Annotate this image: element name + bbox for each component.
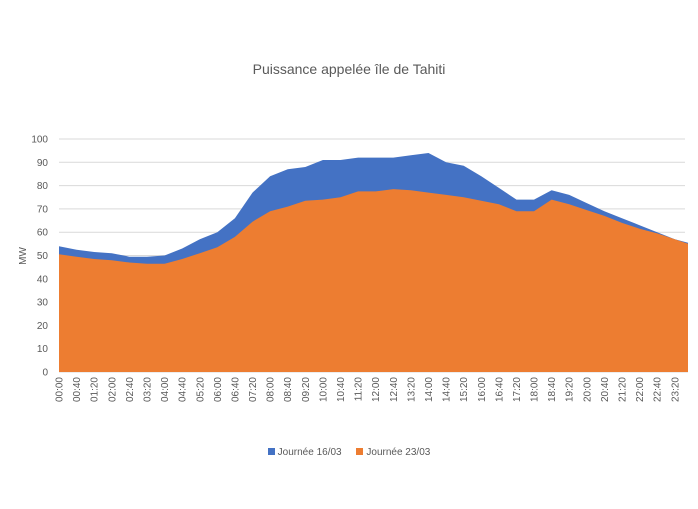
legend-swatch	[356, 448, 364, 455]
x-tick-label: 03:20	[142, 377, 153, 402]
x-tick-label: 00:40	[72, 377, 83, 402]
x-tick-label: 18:00	[530, 377, 541, 402]
x-tick-label: 21:20	[618, 377, 629, 402]
x-tick-label: 20:40	[600, 377, 611, 402]
y-tick-label: 10	[37, 344, 49, 355]
y-tick-label: 100	[31, 135, 48, 146]
y-tick-label: 80	[37, 181, 49, 192]
x-tick-label: 20:00	[582, 377, 593, 402]
x-tick-label: 13:20	[406, 377, 417, 402]
x-tick-label: 02:40	[125, 377, 136, 402]
x-tick-label: 05:20	[195, 377, 206, 402]
x-tick-label: 10:00	[318, 377, 329, 402]
y-tick-label: 90	[37, 158, 49, 169]
y-tick-label: 0	[42, 368, 48, 379]
x-tick-label: 07:20	[248, 377, 259, 402]
legend-item-23-03: Journée 23/03	[356, 447, 430, 458]
x-tick-label: 23:20	[670, 377, 681, 402]
legend-swatch	[267, 448, 275, 455]
x-tick-label: 02:00	[107, 377, 118, 402]
chart-title: Puissance appelée île de Tahiti	[252, 61, 446, 77]
legend-label: Journée 16/03	[277, 447, 342, 458]
x-tick-label: 08:00	[266, 377, 277, 402]
x-tick-label: 16:40	[494, 377, 505, 402]
x-tick-label: 14:40	[442, 377, 453, 402]
legend-label: Journée 23/03	[366, 447, 431, 458]
y-tick-label: 50	[37, 251, 49, 262]
x-tick-label: 04:40	[178, 377, 189, 402]
x-tick-label: 12:00	[371, 377, 382, 402]
x-tick-label: 19:20	[565, 377, 576, 402]
x-tick-label: 08:40	[283, 377, 294, 402]
y-tick-label: 40	[37, 274, 49, 285]
x-tick-label: 06:40	[230, 377, 241, 402]
x-tick-label: 22:00	[635, 377, 646, 402]
y-axis-label: MW	[18, 247, 29, 265]
y-tick-label: 30	[37, 298, 49, 309]
series-area-1	[59, 189, 688, 372]
y-tick-label: 20	[37, 321, 49, 332]
x-tick-label: 06:00	[213, 377, 224, 402]
x-tick-label: 14:00	[424, 377, 435, 402]
x-tick-label: 22:40	[653, 377, 664, 402]
x-tick-label: 15:20	[459, 377, 470, 402]
x-tick-label: 11:20	[354, 377, 365, 402]
x-tick-label: 04:00	[160, 377, 171, 402]
legend: Journée 16/03 Journée 23/03	[0, 447, 698, 458]
x-tick-label: 12:40	[389, 377, 400, 402]
x-tick-label: 18:40	[547, 377, 558, 402]
x-tick-label: 17:20	[512, 377, 523, 402]
y-tick-label: 60	[37, 228, 49, 239]
x-tick-label: 09:20	[301, 377, 312, 402]
x-tick-label: 10:40	[336, 377, 347, 402]
x-tick-label: 01:20	[90, 377, 101, 402]
x-tick-label: 16:00	[477, 377, 488, 402]
x-tick-label: 00:00	[55, 377, 66, 402]
legend-item-16-03: Journée 16/03	[267, 447, 342, 458]
y-tick-label: 70	[37, 204, 49, 215]
